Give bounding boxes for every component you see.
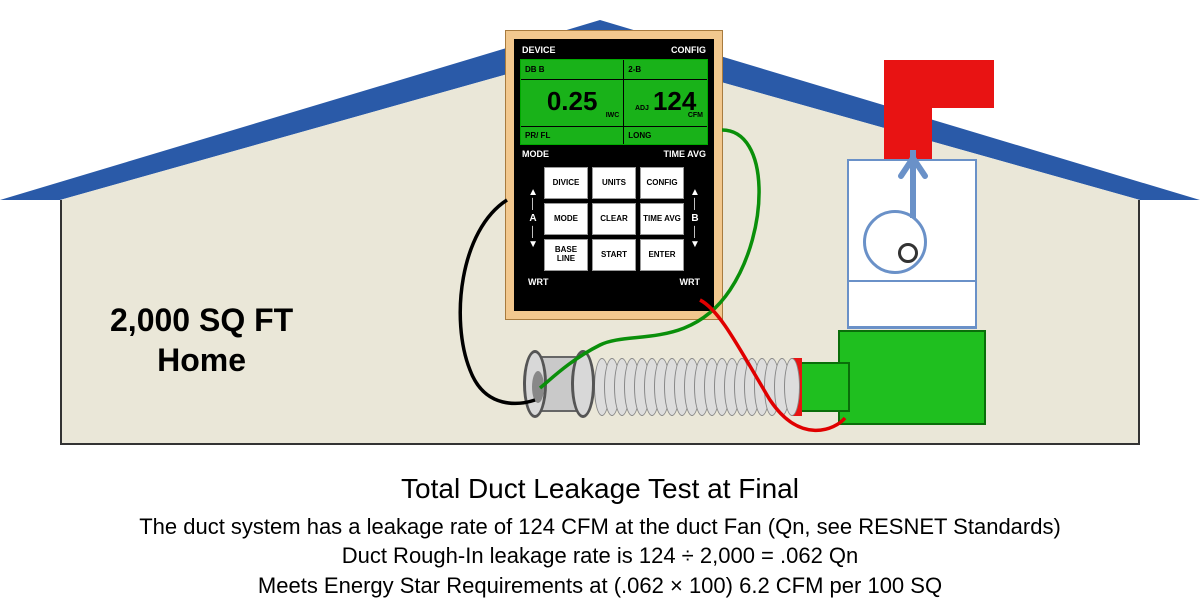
flex-duct [600,358,800,416]
keypad: DIVICEUNITSCONFIG MODECLEARTIME AVG BASE L… [544,167,684,271]
key-mode[interactable]: MODE [544,203,588,235]
airflow-arrow-icon [898,150,928,218]
fan-hub [898,243,918,263]
key-start[interactable]: START [592,239,636,271]
caption: Total Duct Leakage Test at Final The duc… [0,470,1200,601]
duct-fan-lower [847,280,977,328]
scr-top-right: 2-B [623,60,707,80]
wrt-left: WRT [528,277,549,287]
flow-value: 124 [653,88,696,114]
pressure-unit: IWC [606,112,620,119]
key-clear[interactable]: CLEAR [592,203,636,235]
caption-l2: Duct Rough-In leakage rate is 124 ÷ 2,00… [0,541,1200,571]
home-word: Home [110,340,293,380]
fan-base [838,330,986,425]
fan-scroll [863,210,927,274]
key-units[interactable]: UNITS [592,167,636,199]
key-base-line[interactable]: BASE LINE [544,239,588,271]
caption-l3: Meets Energy Star Requirements at (.062 … [0,571,1200,601]
arrows-a: ▲│ A │▼ [528,188,538,250]
under-left: MODE [522,149,549,159]
fan-inlet [523,350,595,418]
home-label: 2,000 SQ FT Home [110,300,293,380]
key-config[interactable]: CONFIG [640,167,684,199]
meter-head-right: CONFIG [671,45,706,55]
home-sqft: 2,000 SQ FT [110,300,293,340]
pressure-value: 0.25 [547,88,598,114]
caption-title: Total Duct Leakage Test at Final [0,470,1200,508]
caption-l1: The duct system has a leakage rate of 12… [0,512,1200,542]
scr-bot-left: PR/ FL [521,126,623,144]
flow-unit: CFM [688,112,703,119]
scr-top-left: DB B [521,60,623,80]
exhaust-vertical [884,60,932,160]
wrt-right: WRT [680,277,701,287]
meter-screen: DB B 2-B 0.25 IWC ADJ 124 CFM PR/ FL LON… [520,59,708,145]
scr-bot-right: LONG [623,126,707,144]
key-enter[interactable]: ENTER [640,239,684,271]
key-divice[interactable]: DIVICE [544,167,588,199]
manometer: DEVICE CONFIG DB B 2-B 0.25 IWC ADJ 124 … [505,30,723,320]
meter-head-left: DEVICE [522,45,556,55]
duct-port [798,362,850,412]
under-right: TIME AVG [664,149,707,159]
adj-label: ADJ [635,105,649,112]
key-time-avg[interactable]: TIME AVG [640,203,684,235]
arrows-b: ▲│ B │▼ [690,188,700,250]
